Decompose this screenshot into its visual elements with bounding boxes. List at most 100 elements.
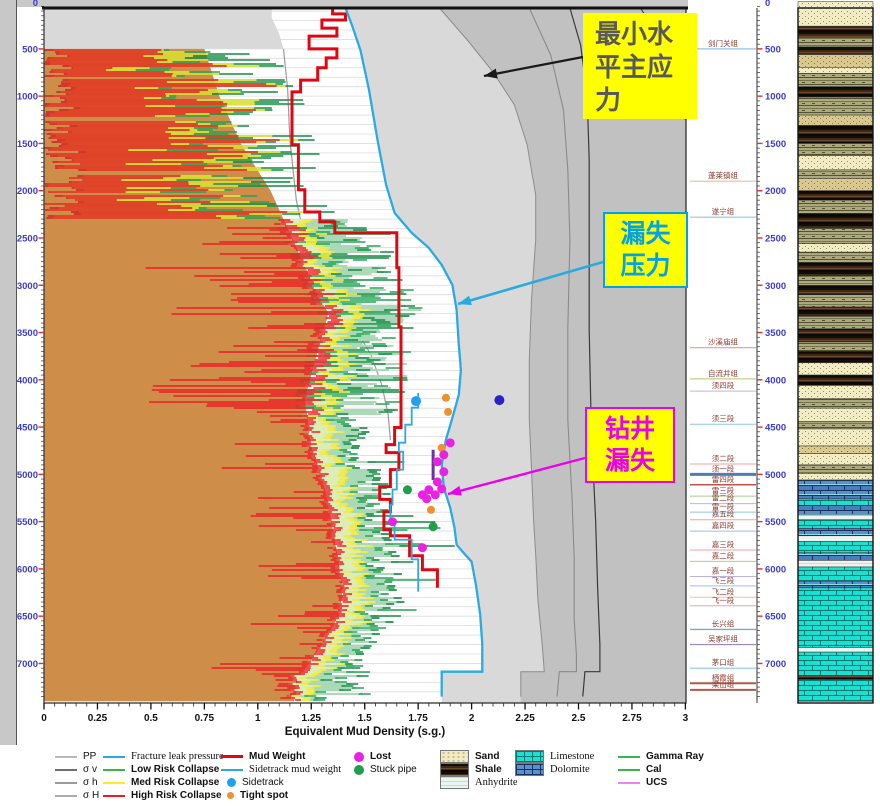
formation-label: 剑门关组 <box>708 38 738 48</box>
legend-label: Low Risk Collapse <box>131 764 220 775</box>
legend-item-med-risk-collapse: Med Risk Collapse <box>103 776 224 789</box>
plot-curves <box>44 6 505 701</box>
svg-text:500: 500 <box>765 44 781 55</box>
formation-label: 蓬莱镇组 <box>708 170 738 180</box>
svg-text:1.75: 1.75 <box>408 713 428 724</box>
svg-text:2500: 2500 <box>765 233 786 244</box>
legend-column: Sand Shale Anhydrite <box>440 750 518 789</box>
svg-text:3500: 3500 <box>17 328 38 339</box>
svg-text:1000: 1000 <box>765 92 786 103</box>
svg-text:3: 3 <box>683 713 689 724</box>
svg-text:0: 0 <box>765 0 770 9</box>
litho-sand <box>797 1 874 27</box>
event-dot-lost <box>432 477 442 487</box>
legend-label: Gamma Ray <box>646 751 704 762</box>
legend-item-sand: Sand <box>440 750 518 763</box>
event-dot-lost <box>432 457 442 467</box>
svg-text:2000: 2000 <box>765 186 786 197</box>
litho-shale <box>797 351 874 364</box>
legend-item-pp: PP <box>55 750 99 763</box>
litho-sand <box>797 67 874 74</box>
litho-silt <box>797 169 874 179</box>
formation-label: 吴家坪组 <box>708 634 738 644</box>
litho-lime <box>797 651 874 676</box>
legend-label: Sand <box>475 751 500 762</box>
legend-line-swatch <box>103 794 125 797</box>
legend-label: Sidetrack mud weight <box>249 764 342 775</box>
legend-line-swatch <box>55 781 77 784</box>
x-axis-title: Equivalent Mud Density (s.g.) <box>285 726 446 738</box>
svg-text:0.25: 0.25 <box>88 713 108 724</box>
formation-label: 雷二段 <box>712 493 735 503</box>
formation-label: 嘉四段 <box>712 520 735 530</box>
legend-label: Med Risk Collapse <box>131 777 220 788</box>
legend-item-limestone: Limestone <box>515 750 594 763</box>
svg-text:5500: 5500 <box>765 517 786 528</box>
litho-anhy <box>797 535 874 542</box>
legend-label: Tight spot <box>240 790 289 801</box>
right-panels: 剑门关组蓬莱镇组遂宁组沙溪庙组自流井组须四段须三段须二段须一段雷四段雷三段雷二段… <box>690 1 874 704</box>
legend-item-high-risk-collapse: High Risk Collapse <box>103 789 224 802</box>
litho-shale <box>797 125 874 144</box>
formation-label: 雷一段 <box>712 501 735 511</box>
litho-silt <box>797 228 874 244</box>
legend-item-stuck-pipe: Stuck pipe <box>348 763 417 776</box>
legend-label: Limestone <box>550 751 595 762</box>
litho-lime <box>797 519 874 529</box>
legend-column: Limestone Dolomite <box>515 750 594 776</box>
litho-shale <box>797 213 874 229</box>
legend-item-tight-spot: Tight spot <box>221 789 341 802</box>
svg-text:2: 2 <box>469 713 475 724</box>
svg-text:2000: 2000 <box>17 186 38 197</box>
litho-dolo <box>797 505 874 516</box>
legend-label: Fracture leak pressure <box>131 751 224 762</box>
legend-line-swatch <box>618 781 640 784</box>
litho-sand <box>797 473 874 481</box>
svg-text:4000: 4000 <box>17 375 38 386</box>
formation-label: 须四段 <box>712 380 735 390</box>
legend-pattern-swatch <box>440 750 469 763</box>
event-dot-sidetrack <box>411 396 422 407</box>
event-dot-sidetrack <box>494 395 505 406</box>
formation-label: 长兴组 <box>712 618 735 628</box>
event-dot-stuck-pipe <box>428 522 438 532</box>
legend-item-ucs: UCS <box>618 776 704 789</box>
legend-label: Sidetrack <box>242 777 284 788</box>
svg-text:2.75: 2.75 <box>622 713 642 724</box>
litho-sand <box>797 385 874 399</box>
plot-axes: 0 0.25 0.5 0.75 1 1.25 1.5 1.75 2 2.25 2.5 2.75 3500… <box>17 0 786 724</box>
formation-label: 茅口组 <box>712 657 735 667</box>
legend-line-swatch <box>103 781 125 784</box>
svg-text:4000: 4000 <box>765 375 786 386</box>
svg-text:4500: 4500 <box>17 423 38 434</box>
legend: PP σ v σ h σ H Fracture leak pressure Low Ris… <box>0 746 880 808</box>
litho-shale <box>797 374 874 386</box>
legend-label: σ h <box>83 777 98 788</box>
legend-item-mud-weight: Mud Weight <box>221 750 341 763</box>
legend-dot-swatch <box>227 792 234 799</box>
legend-line-swatch <box>55 794 77 797</box>
formation-label: 嘉二段 <box>712 550 735 560</box>
legend-label: Dolomite <box>550 764 590 775</box>
formation-label: 嘉三段 <box>712 539 735 549</box>
legend-column: PP σ v σ h σ H <box>55 750 99 802</box>
svg-text:2500: 2500 <box>17 233 38 244</box>
litho-silt <box>797 421 874 430</box>
legend-column: Mud Weight Sidetrack mud weight Sidetrack T… <box>221 750 341 802</box>
event-dot-lost <box>422 494 432 504</box>
litho-lime <box>797 587 874 648</box>
svg-text:5000: 5000 <box>765 470 786 481</box>
litho-dolo <box>797 580 874 589</box>
event-dot-lost <box>430 490 440 500</box>
event-dot-lost <box>437 484 447 494</box>
svg-text:0.75: 0.75 <box>195 713 215 724</box>
legend-line-swatch <box>55 755 77 758</box>
litho-silt <box>797 341 874 352</box>
litho-shale <box>797 328 874 343</box>
legend-line-swatch <box>103 768 125 771</box>
svg-text:0: 0 <box>33 0 38 9</box>
legend-item-dolomite: Dolomite <box>515 763 594 776</box>
event-dot-lost <box>387 517 397 527</box>
svg-text:1000: 1000 <box>17 92 38 103</box>
